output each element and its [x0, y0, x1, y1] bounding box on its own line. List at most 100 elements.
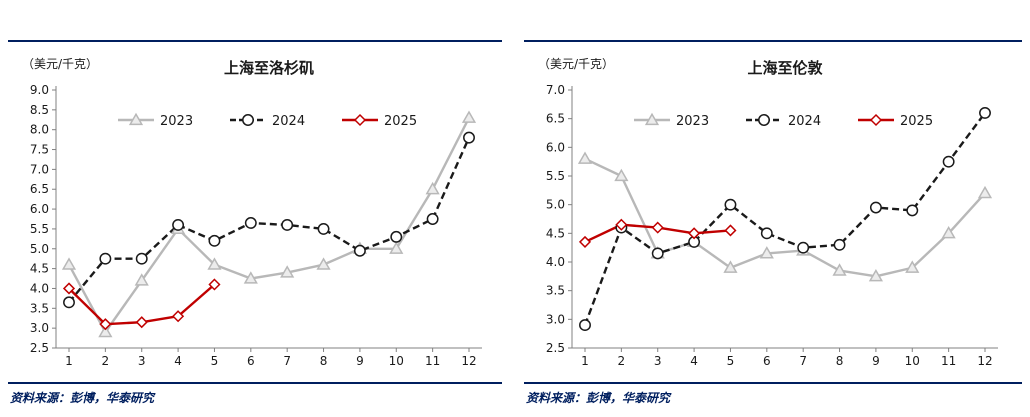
data-point-diamond — [135, 316, 148, 329]
x-tick-label: 5 — [727, 354, 735, 368]
x-tick-label: 2 — [102, 354, 110, 368]
y-tick-label: 6.0 — [30, 202, 49, 216]
x-tick-label: 6 — [763, 354, 771, 368]
y-tick-label: 3.5 — [546, 284, 565, 298]
chart-panel-shanghai-los-angeles: （美元/千克） 上海至洛杉矶 2.5 3.0 3.5 4.0 4.5 5.0 5.5 6.0 6.5… — [8, 40, 502, 406]
y-tick-label: 5.5 — [546, 169, 565, 183]
chart-title: 上海至洛杉矶 — [224, 59, 314, 77]
x-tick-label: 10 — [905, 354, 920, 368]
data-point-triangle — [905, 260, 920, 273]
y-tick-label: 9.0 — [30, 83, 49, 97]
data-point-circle — [979, 106, 991, 119]
x-tick-label: 2 — [618, 354, 626, 368]
legend-label: 2024 — [272, 114, 305, 129]
data-point-diamond — [869, 113, 883, 127]
data-point-circle — [942, 155, 955, 168]
y-tick-label: 6.5 — [546, 112, 565, 126]
y-tick-label: 4.0 — [30, 281, 49, 295]
data-point-diamond — [724, 224, 737, 237]
data-point-circle — [353, 244, 366, 257]
data-point-circle — [758, 114, 770, 126]
data-point-triangle — [128, 112, 144, 126]
data-point-circle — [317, 222, 330, 235]
y-tick-label: 4.0 — [546, 255, 565, 269]
data-point-circle — [869, 201, 882, 214]
data-point-diamond — [578, 235, 592, 248]
data-point-triangle — [614, 168, 629, 182]
x-tick-label: 12 — [461, 354, 476, 368]
data-point-triangle — [243, 271, 258, 284]
data-point-triangle — [577, 151, 593, 164]
y-axis-unit-label: （美元/千克） — [22, 57, 98, 71]
series-line-2023 — [584, 157, 986, 278]
data-point-circle — [242, 114, 254, 126]
x-tick-label: 1 — [65, 354, 73, 368]
x-tick-label: 9 — [872, 354, 880, 368]
data-point-triangle — [941, 226, 956, 239]
data-point-circle — [833, 238, 846, 251]
data-point-circle — [63, 296, 75, 309]
y-tick-label: 3.0 — [30, 321, 49, 335]
source-note: 资料来源：彭博，华泰研究 — [10, 391, 155, 405]
series-line-2024 — [583, 112, 986, 326]
line-chart-shanghai-to-london: （美元/千克） 上海至伦敦 2.5 3.0 3.5 4.0 4.5 5.0 5.5 6.0 6.5 7… — [538, 57, 998, 368]
data-point-diamond — [99, 318, 112, 331]
legend-label: 2023 — [160, 114, 193, 129]
data-point-triangle — [280, 265, 295, 278]
y-tick-label: 2.5 — [546, 341, 565, 355]
data-point-circle — [135, 252, 148, 265]
data-point-diamond — [172, 310, 185, 323]
data-point-circle — [651, 247, 664, 260]
data-point-diamond — [62, 282, 76, 295]
x-tick-label: 10 — [389, 354, 404, 368]
source-note: 资料来源：彭博，华泰研究 — [526, 391, 671, 405]
data-point-diamond — [651, 221, 664, 234]
data-point-triangle — [644, 112, 660, 126]
data-point-circle — [797, 241, 810, 254]
data-point-circle — [463, 131, 475, 144]
y-tick-label: 3.5 — [30, 301, 49, 315]
series-line-2023 — [67, 117, 471, 334]
data-point-diamond — [208, 278, 221, 291]
y-tick-label: 7.0 — [30, 162, 49, 176]
x-tick-label: 1 — [581, 354, 589, 368]
y-tick-label: 6.0 — [546, 140, 565, 154]
x-tick-label: 9 — [356, 354, 364, 368]
y-tick-label: 8.5 — [30, 103, 49, 117]
chart-panel-shanghai-london: （美元/千克） 上海至伦敦 2.5 3.0 3.5 4.0 4.5 5.0 5.5 6.0 6.5 7… — [524, 40, 1022, 406]
data-point-circle — [208, 234, 221, 247]
data-point-triangle — [98, 324, 113, 338]
y-tick-label: 7.0 — [546, 83, 565, 97]
data-point-triangle — [61, 257, 77, 270]
data-point-circle — [760, 227, 773, 240]
data-point-triangle — [389, 241, 404, 254]
series-line-2024 — [68, 137, 471, 304]
panel-bottom-rule — [524, 382, 1022, 384]
y-tick-label: 8.0 — [30, 123, 49, 137]
data-point-diamond — [353, 113, 367, 127]
x-tick-label: 11 — [941, 354, 956, 368]
x-tick-label: 11 — [425, 354, 440, 368]
data-point-diamond — [688, 227, 701, 240]
data-point-circle — [390, 230, 403, 243]
y-axis-unit-label: （美元/千克） — [538, 57, 614, 71]
x-tick-label: 8 — [320, 354, 328, 368]
data-point-triangle — [977, 185, 993, 199]
data-point-triangle — [759, 246, 774, 259]
x-tick-label: 5 — [211, 354, 219, 368]
x-tick-label: 8 — [836, 354, 844, 368]
x-tick-label: 3 — [654, 354, 662, 368]
data-point-circle — [99, 252, 112, 265]
legend-label: 2023 — [676, 114, 709, 129]
y-tick-label: 6.5 — [30, 182, 49, 196]
legend-label: 2025 — [900, 114, 933, 129]
data-point-circle — [579, 319, 591, 332]
panel-top-rule — [8, 40, 502, 42]
data-point-circle — [426, 213, 439, 225]
panel-bottom-rule — [8, 382, 502, 384]
x-tick-label: 4 — [690, 354, 698, 368]
data-point-triangle — [425, 181, 440, 195]
data-point-circle — [244, 217, 257, 229]
data-point-circle — [172, 219, 185, 231]
y-tick-label: 4.5 — [30, 262, 49, 276]
